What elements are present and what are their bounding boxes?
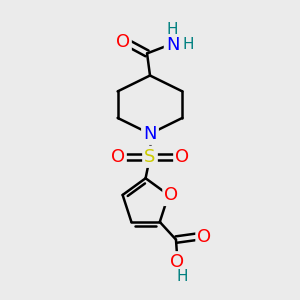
Text: O: O [197, 228, 212, 246]
Text: O: O [110, 148, 125, 166]
Text: N: N [143, 125, 157, 143]
Text: O: O [170, 253, 184, 271]
Text: S: S [144, 148, 156, 166]
Text: N: N [166, 36, 179, 54]
Text: H: H [182, 37, 194, 52]
Text: H: H [177, 268, 188, 284]
Text: O: O [164, 186, 178, 204]
Text: H: H [167, 22, 178, 38]
Text: O: O [116, 33, 130, 51]
Text: O: O [175, 148, 190, 166]
